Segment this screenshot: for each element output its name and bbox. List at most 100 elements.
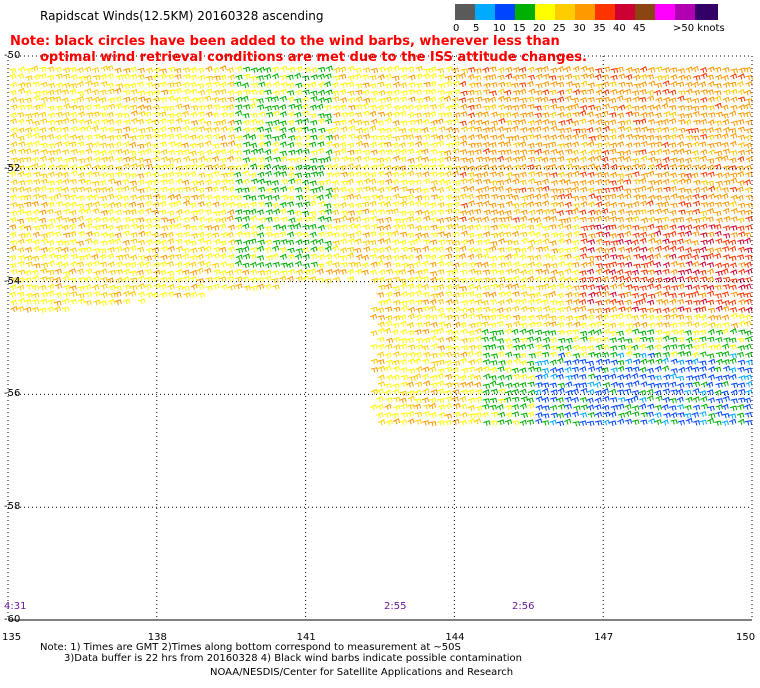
- wind-barb: [579, 382, 588, 388]
- wind-barb: [564, 344, 572, 351]
- wind-barb: [640, 292, 648, 299]
- wind-barb: [579, 277, 587, 283]
- wind-barb: [451, 103, 459, 110]
- wind-barb: [309, 81, 317, 88]
- wind-barb: [496, 329, 504, 336]
- wind-barb: [370, 223, 379, 230]
- wind-barb: [617, 89, 625, 96]
- wind-barb: [550, 194, 559, 201]
- wind-barb: [10, 104, 18, 111]
- wind-barb: [557, 134, 565, 140]
- wind-barb: [730, 73, 738, 80]
- wind-barb: [489, 262, 497, 269]
- wind-barb: [603, 307, 611, 314]
- wind-barb: [369, 209, 378, 216]
- wind-barb: [745, 119, 753, 126]
- wind-barb: [369, 186, 377, 193]
- wind-barb: [85, 261, 93, 268]
- wind-barb: [9, 263, 17, 269]
- wind-barb: [564, 134, 572, 141]
- wind-barb: [475, 239, 483, 246]
- wind-barb: [264, 246, 272, 253]
- wind-barb: [279, 171, 287, 177]
- wind-barb: [250, 148, 258, 155]
- wind-barb: [429, 298, 437, 306]
- wind-barb: [579, 298, 587, 306]
- wind-barb: [272, 119, 280, 126]
- latitude-label: -60: [4, 614, 21, 625]
- wind-barb: [706, 262, 715, 268]
- wind-barb: [557, 143, 565, 149]
- wind-barb: [295, 202, 303, 208]
- wind-barb: [422, 328, 430, 335]
- wind-barb: [437, 73, 445, 80]
- wind-barb: [648, 142, 656, 148]
- wind-barb: [616, 141, 624, 148]
- legend-label: 20: [533, 23, 546, 34]
- wind-barb: [723, 365, 731, 372]
- wind-barb: [714, 163, 722, 170]
- wind-barb: [706, 89, 714, 95]
- wind-barb: [84, 147, 93, 155]
- wind-barb: [444, 133, 452, 140]
- wind-barb: [692, 141, 700, 148]
- wind-barb: [474, 261, 483, 268]
- wind-barb: [624, 410, 632, 417]
- wind-barb: [445, 90, 453, 97]
- wind-barb: [542, 276, 550, 283]
- wind-barb: [198, 89, 206, 96]
- wind-barb: [520, 195, 529, 202]
- wind-barb: [32, 140, 40, 147]
- wind-barb: [460, 157, 468, 163]
- wind-barb: [467, 232, 475, 239]
- wind-barb: [571, 120, 579, 127]
- wind-barb: [392, 223, 400, 230]
- wind-barb: [676, 298, 685, 305]
- wind-barb: [369, 141, 377, 148]
- wind-barb: [654, 365, 662, 372]
- wind-barb: [496, 155, 504, 162]
- wind-barb: [632, 105, 640, 112]
- wind-barb: [398, 268, 406, 275]
- wind-barb: [369, 104, 377, 111]
- wind-barb: [512, 74, 520, 81]
- wind-barb: [594, 276, 602, 283]
- wind-barb: [542, 283, 550, 290]
- wind-barb: [106, 143, 115, 149]
- wind-barb: [93, 270, 101, 277]
- latitude-label: -52: [4, 162, 21, 174]
- wind-barb: [579, 322, 587, 329]
- wind-barb: [68, 67, 77, 73]
- wind-barb: [115, 224, 123, 231]
- wind-barb: [429, 271, 438, 277]
- wind-barb: [24, 113, 33, 119]
- wind-barb: [421, 195, 430, 201]
- wind-barb: [729, 245, 737, 253]
- wind-barb: [482, 366, 490, 372]
- wind-barb: [481, 111, 489, 118]
- wind-barb: [77, 298, 85, 305]
- wind-barb: [743, 111, 752, 118]
- wind-barb: [108, 292, 116, 299]
- wind-barb: [362, 171, 370, 178]
- wind-barb: [684, 253, 692, 260]
- wind-barb: [213, 75, 221, 81]
- wind-barb: [220, 260, 228, 268]
- wind-barb: [640, 66, 648, 73]
- wind-barb: [317, 231, 326, 238]
- wind-barb: [212, 104, 221, 110]
- wind-barb: [444, 382, 452, 388]
- wind-barb: [557, 96, 565, 103]
- wind-barb: [61, 89, 69, 95]
- wind-barb: [383, 327, 391, 334]
- wind-barb: [264, 82, 272, 88]
- wind-barb: [414, 419, 422, 425]
- wind-barb: [736, 186, 744, 193]
- wind-barb: [76, 240, 84, 247]
- wind-barb: [377, 186, 385, 194]
- wind-barb: [114, 285, 122, 292]
- wind-barb: [250, 82, 259, 89]
- wind-barb: [640, 262, 649, 269]
- wind-barb: [668, 142, 677, 148]
- wind-barb: [107, 103, 116, 110]
